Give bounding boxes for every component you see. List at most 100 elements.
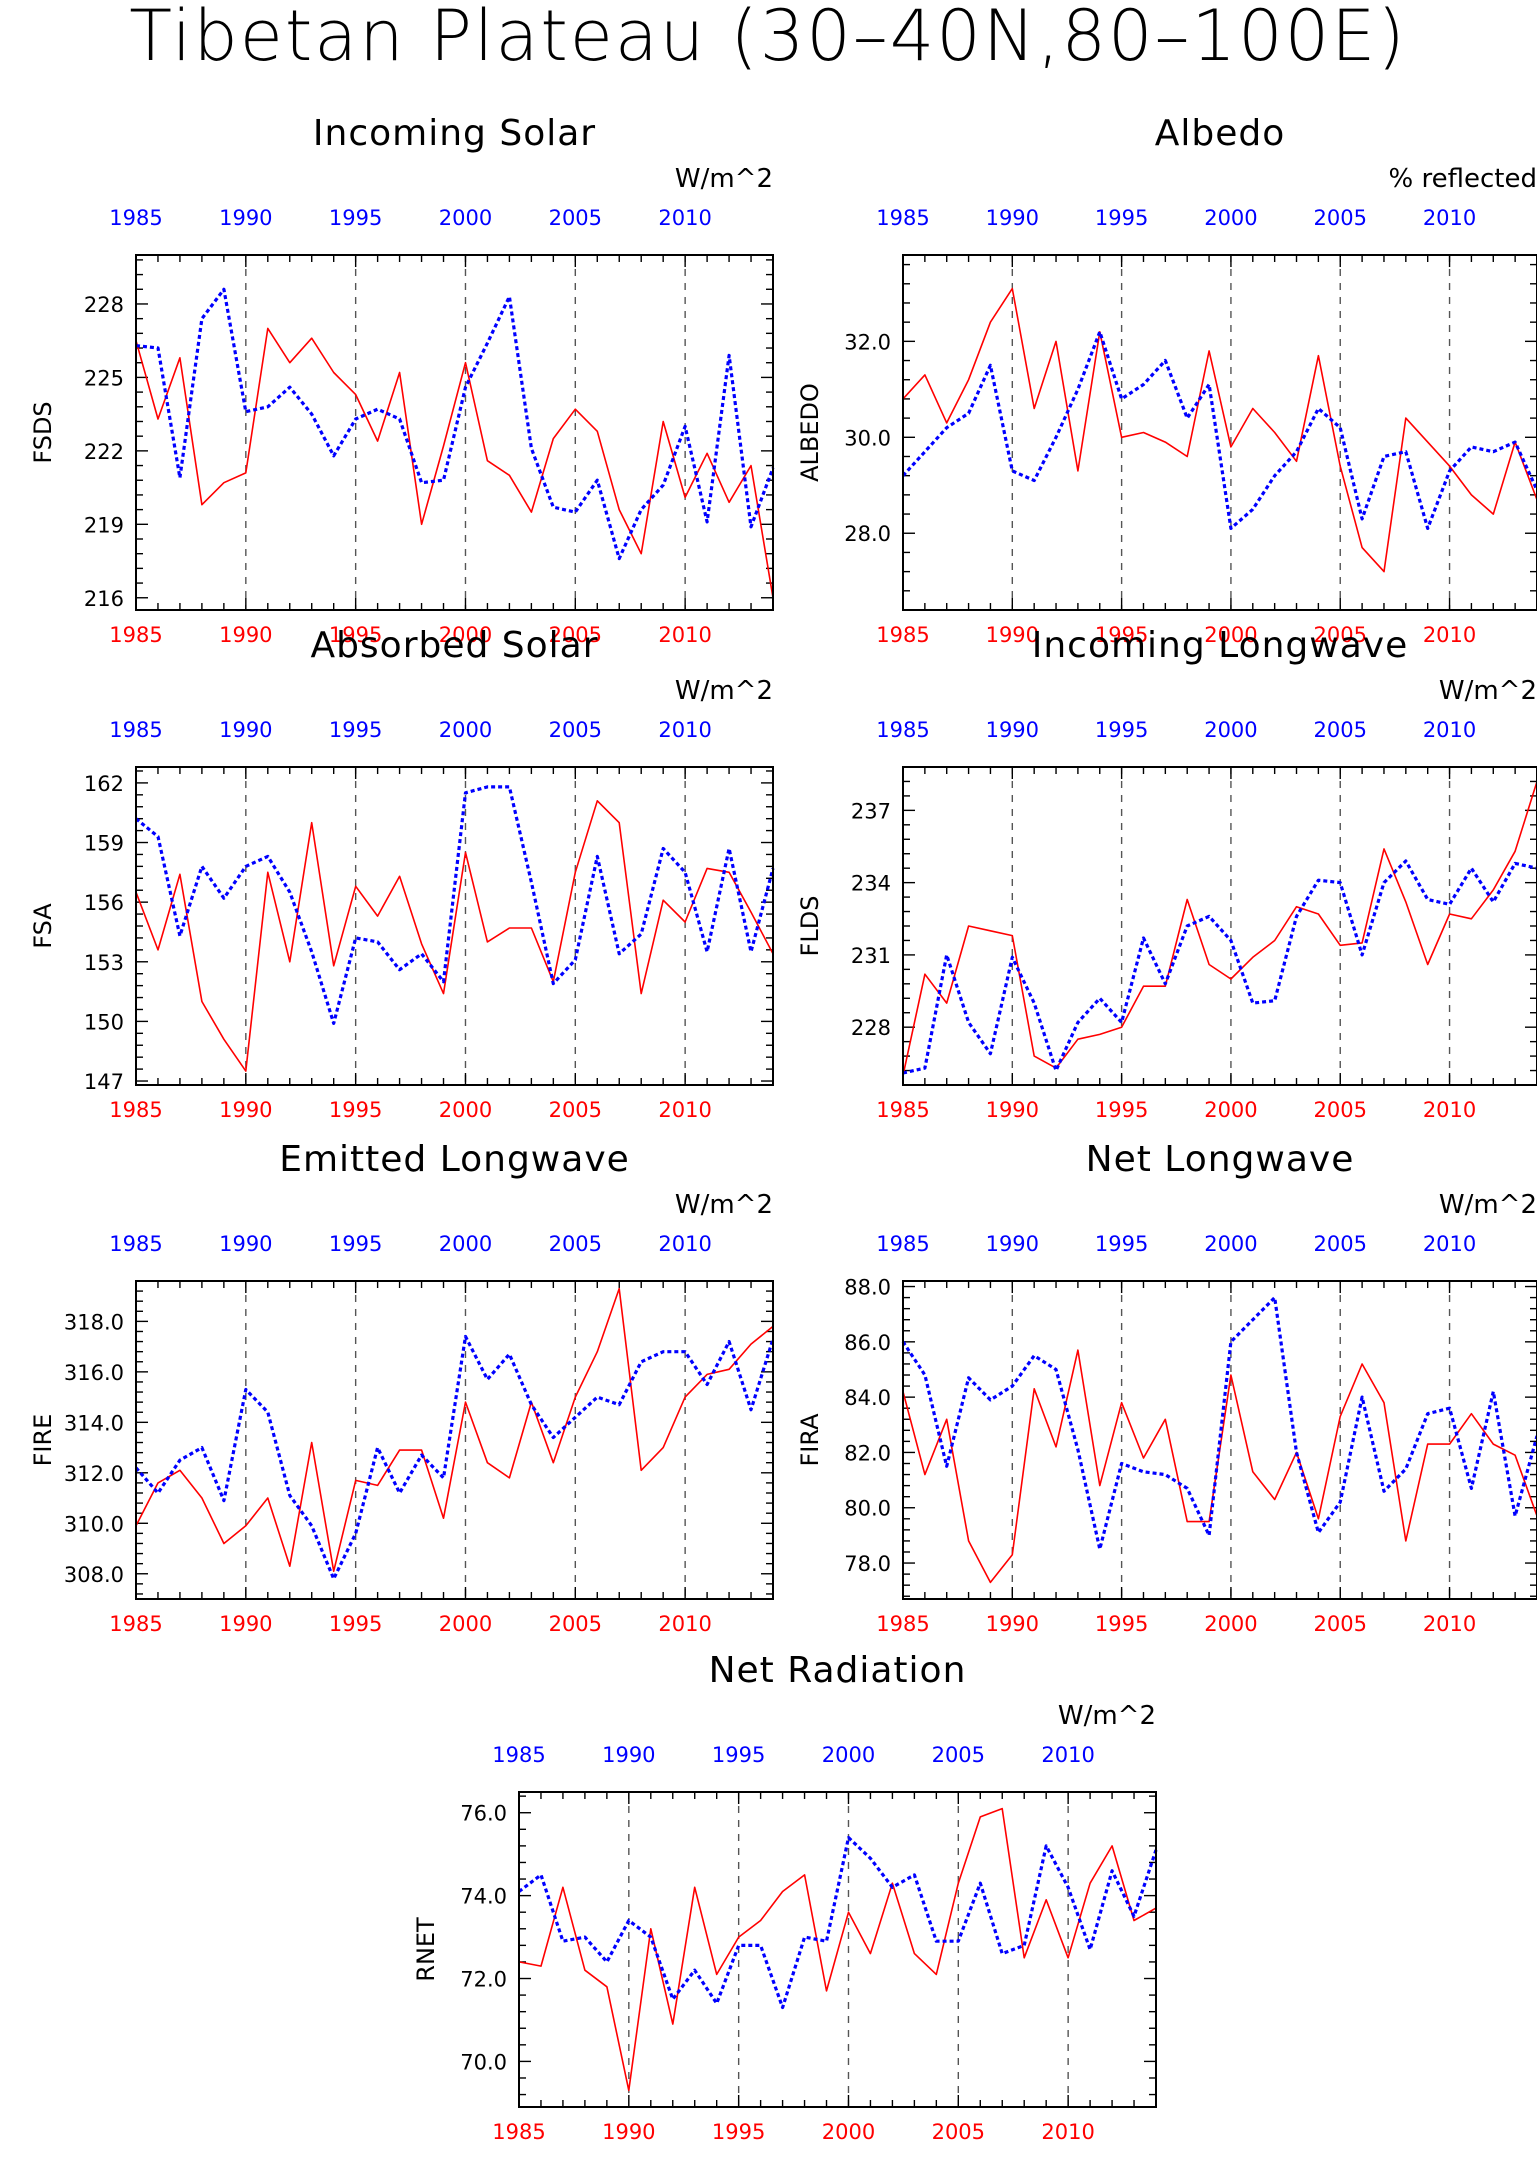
x-tick-label-bottom: 2005 bbox=[1314, 1612, 1367, 1636]
x-tick-label-bottom: 1990 bbox=[602, 2120, 655, 2144]
x-tick-label-top: 1995 bbox=[329, 718, 382, 742]
x-tick-label-bottom: 2010 bbox=[1423, 1098, 1476, 1122]
plot-frame bbox=[135, 254, 774, 611]
panel-title: Net Longwave bbox=[1086, 1139, 1355, 1180]
panel-title: Incoming Longwave bbox=[1032, 625, 1409, 666]
x-tick-label-bottom: 2005 bbox=[932, 2120, 985, 2144]
x-tick-label-bottom: 2010 bbox=[658, 623, 711, 647]
plot-frame bbox=[135, 766, 774, 1086]
x-tick-label-top: 2005 bbox=[549, 718, 602, 742]
x-tick-label-bottom: 1995 bbox=[329, 623, 382, 647]
y-tick-label: 234 bbox=[851, 872, 891, 896]
y-tick-label: 70.0 bbox=[460, 2050, 507, 2074]
y-tick-label: 318.0 bbox=[64, 1310, 124, 1334]
series-line-red bbox=[135, 327, 774, 598]
x-tick-label-top: 2000 bbox=[439, 206, 492, 230]
units-label: W/m^2 bbox=[1439, 676, 1537, 706]
x-tick-label-bottom: 1985 bbox=[876, 1098, 929, 1122]
y-tick-label: 86.0 bbox=[844, 1331, 891, 1355]
series-line-red bbox=[902, 781, 1537, 1076]
x-tick-label-bottom: 1990 bbox=[986, 623, 1039, 647]
x-tick-label-top: 1995 bbox=[329, 1232, 382, 1256]
plot-frame bbox=[902, 766, 1537, 1086]
panel-title: Net Radiation bbox=[709, 1650, 967, 1691]
y-axis-label: RNET bbox=[412, 1917, 440, 1982]
units-label: W/m^2 bbox=[1439, 1190, 1537, 1220]
y-tick-label: 88.0 bbox=[844, 1276, 891, 1300]
x-tick-label-top: 1990 bbox=[219, 718, 272, 742]
x-tick-label-top: 2005 bbox=[1314, 1232, 1367, 1256]
y-tick-label: 82.0 bbox=[844, 1441, 891, 1465]
x-tick-label-bottom: 1995 bbox=[329, 1612, 382, 1636]
series-line-blue bbox=[518, 1835, 1158, 2010]
x-tick-label-bottom: 1990 bbox=[986, 1098, 1039, 1122]
y-tick-label: 28.0 bbox=[844, 522, 891, 546]
units-label: W/m^2 bbox=[675, 1190, 773, 1220]
x-tick-label-top: 2005 bbox=[932, 1743, 985, 1767]
x-tick-label-top: 2010 bbox=[1423, 206, 1476, 230]
y-axis-label: FSDS bbox=[29, 401, 57, 463]
y-tick-label: 147 bbox=[84, 1070, 124, 1094]
series-line-red bbox=[902, 287, 1537, 573]
y-tick-label: 222 bbox=[84, 440, 124, 464]
x-tick-label-top: 2010 bbox=[658, 1232, 711, 1256]
x-tick-label-bottom: 2000 bbox=[439, 1612, 492, 1636]
x-tick-label-top: 2000 bbox=[822, 1743, 875, 1767]
x-tick-label-top: 1990 bbox=[986, 1232, 1039, 1256]
y-tick-label: 216 bbox=[84, 587, 124, 611]
x-tick-label-top: 2000 bbox=[1204, 1232, 1257, 1256]
x-tick-label-bottom: 1990 bbox=[219, 623, 272, 647]
x-tick-label-bottom: 2005 bbox=[549, 1612, 602, 1636]
x-tick-label-top: 2010 bbox=[658, 718, 711, 742]
x-tick-label-bottom: 2000 bbox=[439, 623, 492, 647]
y-tick-label: 80.0 bbox=[844, 1497, 891, 1521]
x-tick-label-top: 1985 bbox=[109, 718, 162, 742]
y-tick-label: 153 bbox=[84, 951, 124, 975]
x-tick-label-top: 1990 bbox=[986, 206, 1039, 230]
x-tick-label-bottom: 2010 bbox=[1423, 1612, 1476, 1636]
series-line-red bbox=[135, 799, 774, 1072]
y-tick-label: 159 bbox=[84, 832, 124, 856]
x-tick-label-bottom: 2005 bbox=[1314, 623, 1367, 647]
series-line-blue bbox=[901, 330, 1537, 531]
x-tick-label-top: 2010 bbox=[658, 206, 711, 230]
x-tick-label-bottom: 2010 bbox=[658, 1612, 711, 1636]
x-tick-label-top: 2000 bbox=[1204, 718, 1257, 742]
x-tick-label-bottom: 1995 bbox=[1095, 1612, 1148, 1636]
x-tick-label-bottom: 1985 bbox=[876, 623, 929, 647]
y-tick-label: 72.0 bbox=[460, 1968, 507, 1992]
x-tick-label-top: 1995 bbox=[1095, 206, 1148, 230]
x-tick-label-bottom: 1995 bbox=[712, 2120, 765, 2144]
figure-title: Tibetan Plateau (30–40N,80–100E) bbox=[129, 0, 1406, 77]
y-tick-label: 32.0 bbox=[844, 330, 891, 354]
panels-group: Incoming Solar W/m^2 216 219 222 225 228 1985 19… bbox=[29, 113, 1537, 2144]
x-tick-label-bottom: 1985 bbox=[109, 1612, 162, 1636]
x-tick-label-top: 2005 bbox=[549, 206, 602, 230]
x-tick-label-top: 1990 bbox=[602, 1743, 655, 1767]
plot-frame bbox=[135, 1280, 774, 1600]
x-tick-label-bottom: 1985 bbox=[876, 1612, 929, 1636]
series-line-blue bbox=[134, 785, 775, 1026]
x-tick-label-top: 1985 bbox=[876, 206, 929, 230]
units-label: W/m^2 bbox=[675, 164, 773, 194]
x-tick-label-top: 1990 bbox=[219, 206, 272, 230]
y-tick-label: 219 bbox=[84, 513, 124, 537]
x-tick-label-bottom: 2010 bbox=[1423, 623, 1476, 647]
x-tick-label-bottom: 1995 bbox=[1095, 1098, 1148, 1122]
x-tick-label-bottom: 1995 bbox=[329, 1098, 382, 1122]
panel-fira: Net Longwave W/m^2 78.0 80.0 82.0 84.0 86.0 88.… bbox=[796, 1139, 1537, 1636]
plot-frame bbox=[902, 1280, 1537, 1600]
x-tick-label-top: 2000 bbox=[1204, 206, 1257, 230]
x-tick-label-bottom: 1985 bbox=[109, 623, 162, 647]
panel-fsa: Absorbed Solar W/m^2 147 150 153 156 159 162 198… bbox=[29, 625, 775, 1122]
x-tick-label-bottom: 1995 bbox=[1095, 623, 1148, 647]
x-tick-label-bottom: 1990 bbox=[219, 1612, 272, 1636]
x-tick-label-bottom: 2010 bbox=[1041, 2120, 1094, 2144]
x-tick-label-bottom: 2005 bbox=[549, 1098, 602, 1122]
x-tick-label-bottom: 2000 bbox=[822, 2120, 875, 2144]
y-tick-label: 156 bbox=[84, 891, 124, 915]
panel-title: Incoming Solar bbox=[313, 113, 596, 154]
x-tick-label-top: 1990 bbox=[986, 718, 1039, 742]
x-tick-label-top: 1995 bbox=[1095, 718, 1148, 742]
